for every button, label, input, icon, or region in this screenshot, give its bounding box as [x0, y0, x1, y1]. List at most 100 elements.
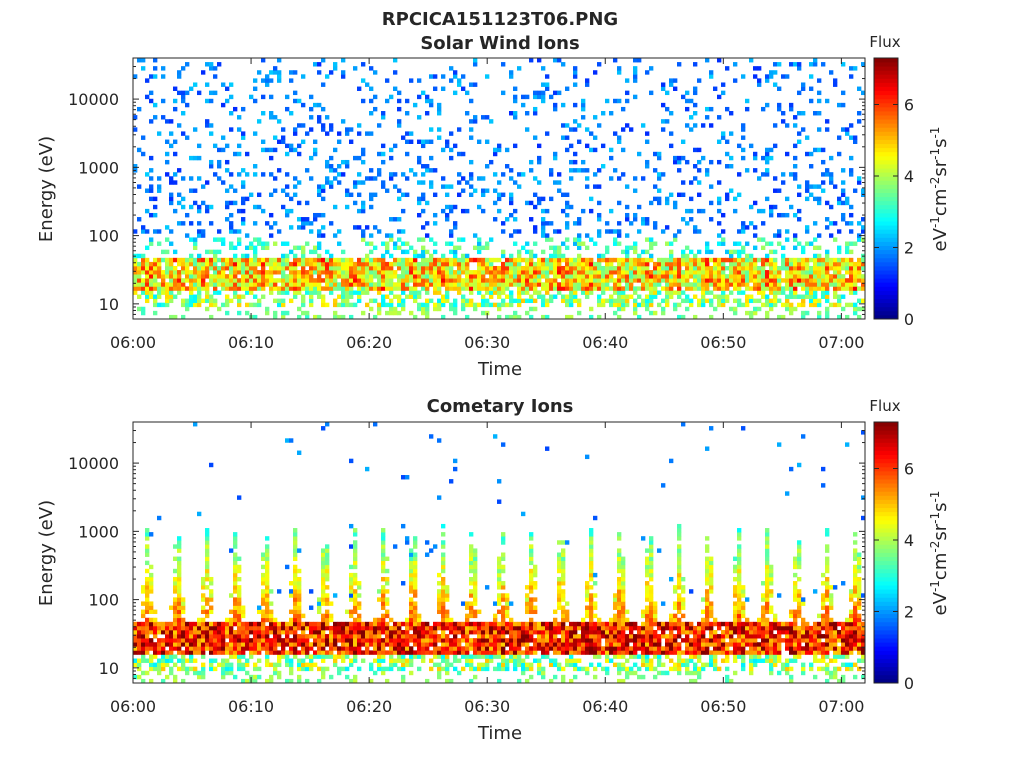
heatmap-cell	[161, 654, 166, 659]
heatmap-cell	[769, 204, 774, 210]
heatmap-cell	[301, 139, 306, 144]
heatmap-cell	[145, 646, 150, 651]
heatmap-cell	[145, 617, 150, 623]
heatmap-cell	[525, 265, 530, 271]
heatmap-cell	[433, 544, 438, 549]
heatmap-cell	[621, 298, 626, 304]
heatmap-cell	[401, 208, 406, 214]
heatmap-cell	[829, 172, 834, 177]
heatmap-cell	[313, 662, 318, 668]
heatmap-cell	[389, 286, 394, 291]
heatmap-cell	[421, 208, 426, 214]
heatmap-cell	[457, 265, 462, 271]
heatmap-cell	[689, 286, 694, 291]
heatmap-cell	[729, 249, 734, 255]
heatmap-cell	[805, 310, 810, 316]
heatmap-cell	[557, 229, 562, 234]
heatmap-cell	[141, 670, 146, 676]
heatmap-cell	[465, 274, 470, 279]
heatmap-cell	[281, 625, 286, 631]
heatmap-cell	[489, 159, 494, 165]
colorbar-segment	[874, 180, 898, 185]
heatmap-cell	[641, 176, 646, 181]
heatmap-cell	[209, 593, 214, 598]
colorbar-segment	[874, 139, 898, 145]
heatmap-cell	[657, 176, 662, 181]
heatmap-cell	[485, 270, 490, 275]
heatmap-cell	[321, 233, 326, 238]
heatmap-cell	[561, 265, 566, 271]
heatmap-cell	[501, 290, 506, 295]
heatmap-cell	[377, 658, 382, 663]
heatmap-cell	[709, 70, 714, 75]
heatmap-cell	[701, 290, 706, 295]
heatmap-cell	[477, 666, 482, 672]
heatmap-cell	[157, 265, 162, 271]
heatmap-cell	[301, 638, 306, 643]
heatmap-cell	[417, 629, 422, 635]
heatmap-cell	[253, 237, 258, 242]
heatmap-cell	[541, 270, 546, 275]
heatmap-cell	[397, 245, 402, 251]
heatmap-cell	[805, 188, 810, 193]
heatmap-cell	[669, 278, 674, 283]
heatmap-cell	[549, 282, 554, 287]
heatmap-cell	[681, 290, 686, 295]
heatmap-cell	[593, 265, 598, 271]
heatmap-cell	[265, 147, 270, 153]
heatmap-cell	[237, 597, 242, 602]
heatmap-cell	[533, 278, 538, 283]
heatmap-cell	[249, 261, 254, 267]
heatmap-cell	[681, 270, 686, 275]
heatmap-cell	[453, 666, 458, 672]
heatmap-cell	[233, 245, 238, 251]
heatmap-cell	[433, 650, 438, 655]
heatmap-cell	[445, 609, 450, 615]
heatmap-cell	[277, 168, 282, 173]
heatmap-cell	[233, 617, 238, 623]
heatmap-cell	[265, 310, 270, 316]
heatmap-cell	[529, 274, 534, 279]
heatmap-cell	[157, 658, 162, 663]
heatmap-cell	[425, 302, 430, 308]
heatmap-cell	[465, 617, 470, 623]
heatmap-cell	[445, 278, 450, 283]
colorbar-segment	[874, 62, 898, 67]
heatmap-cell	[285, 621, 290, 627]
heatmap-cell	[201, 617, 206, 623]
heatmap-cell	[453, 143, 458, 149]
heatmap-cell	[393, 306, 398, 312]
colorbar-segment	[874, 159, 898, 165]
heatmap-cell	[397, 650, 402, 655]
heatmap-cell	[353, 654, 358, 659]
heatmap-cell	[329, 70, 334, 75]
heatmap-cell	[153, 634, 158, 639]
heatmap-cell	[793, 212, 798, 218]
heatmap-cell	[269, 617, 274, 623]
heatmap-cell	[269, 290, 274, 295]
heatmap-cell	[705, 278, 710, 283]
heatmap-cell	[197, 176, 202, 181]
heatmap-cell	[177, 585, 182, 590]
heatmap-cell	[473, 257, 478, 263]
heatmap-cell	[137, 147, 142, 153]
heatmap-cell	[801, 278, 806, 283]
heatmap-cell	[513, 282, 518, 287]
heatmap-cell	[341, 642, 346, 647]
heatmap-cell	[761, 270, 766, 275]
heatmap-cell	[413, 625, 418, 631]
heatmap-cell	[253, 629, 258, 635]
heatmap-cell	[521, 94, 526, 100]
heatmap-cell	[253, 172, 258, 177]
heatmap-cell	[321, 426, 326, 431]
heatmap-cell	[441, 617, 446, 623]
heatmap-cell	[561, 274, 566, 279]
heatmap-cell	[841, 286, 846, 291]
heatmap-cell	[801, 86, 806, 91]
heatmap-cell	[837, 286, 842, 291]
heatmap-cell	[421, 245, 426, 251]
heatmap-cell	[513, 274, 518, 279]
heatmap-cell	[657, 188, 662, 193]
heatmap-cell	[189, 290, 194, 295]
heatmap-cell	[777, 62, 782, 67]
